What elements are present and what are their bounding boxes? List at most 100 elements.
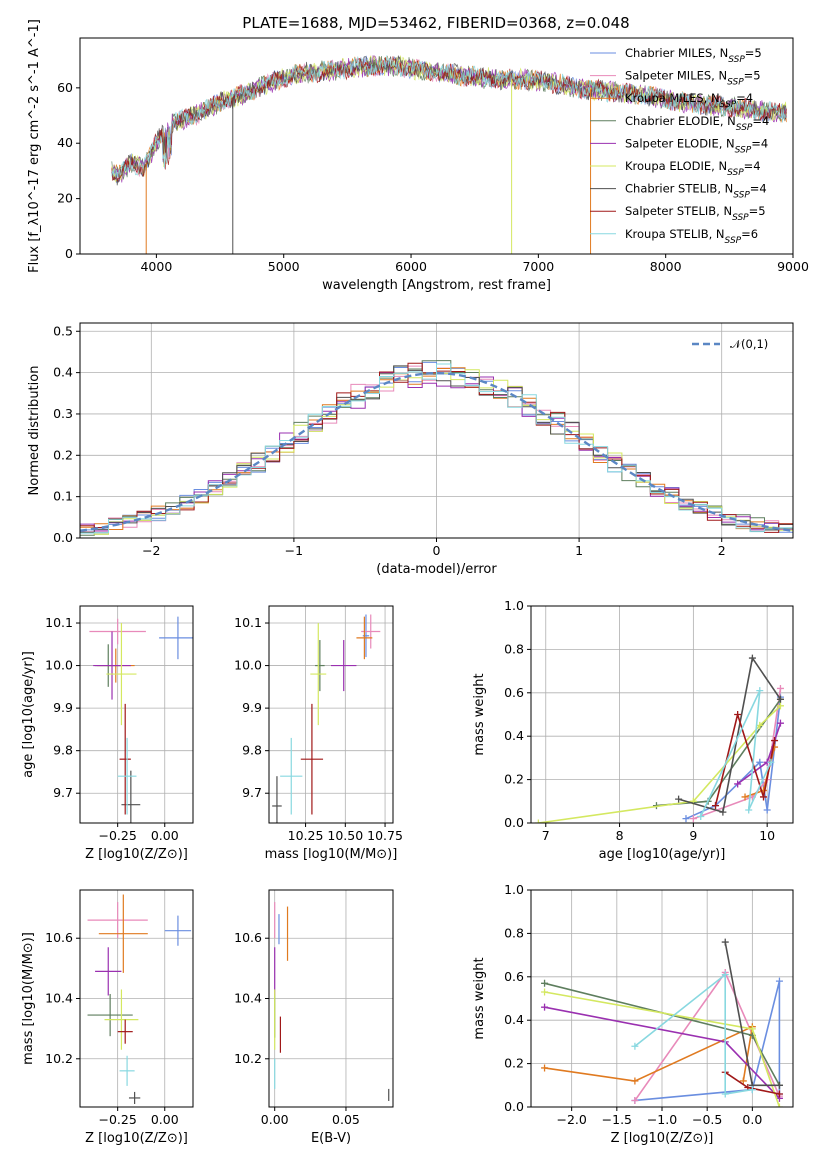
y-tick-label: 9.7	[53, 785, 73, 800]
x-tick-label: 0.00	[261, 1112, 289, 1127]
weight-marker	[541, 1003, 549, 1011]
panel-spectrum: 4000 5000 6000 7000 8000 9000 0 20 40 60 wavelengt…	[27, 19, 809, 293]
y-tick-label: 10.2	[45, 1051, 73, 1066]
errorbar-point	[87, 902, 148, 939]
plot-area	[89, 616, 193, 823]
axes-frame	[268, 605, 394, 824]
legend-entry: Salpeter MILES, NSSP=5	[625, 69, 761, 88]
y-tick-label: 0.5	[53, 323, 73, 338]
legend-entry: Salpeter STELIB, NSSP=5	[625, 204, 766, 223]
weight-marker	[721, 1090, 729, 1098]
figure-title: PLATE=1688, MJD=53462, FIBERID=0368, z=0…	[242, 14, 629, 32]
errorbar-point	[87, 993, 133, 1037]
weight-marker	[534, 819, 542, 823]
plot-area	[272, 614, 381, 823]
weight-line-0	[634, 980, 781, 1102]
x-tick-label: 0.05	[332, 1112, 360, 1127]
errorbar-point	[106, 623, 137, 726]
weight-marker	[776, 702, 784, 710]
weight-marker	[631, 1077, 639, 1085]
x-tick-label: 4000	[140, 259, 172, 274]
weight-marker	[745, 806, 753, 814]
x-tick-label: −1.5	[602, 1112, 632, 1127]
x-axis-label: E(B-V)	[311, 1131, 351, 1146]
x-tick-label: −0.25	[99, 1112, 137, 1127]
legend-entry: Kroupa STELIB, NSSP=6	[625, 227, 758, 246]
panel-mass-vs-EBV: 0.00 0.05 10.2 10.4 10.6 E(B-V)	[234, 889, 394, 1146]
weight-marker	[689, 815, 697, 823]
panel-age-vs-mass: 10.25 10.50 10.75 9.7 9.8 9.9 10.0 10.1 mass [lo…	[234, 605, 403, 862]
x-axis-label: Z [log10(Z/Z⊙)]	[611, 1131, 714, 1146]
errorbar-point	[272, 776, 282, 823]
plot-area	[534, 654, 784, 823]
weight-marker	[775, 1090, 783, 1098]
x-tick-label: −0.5	[692, 1112, 722, 1127]
y-tick-label: 0.2	[53, 447, 73, 462]
y-tick-label: 9.8	[242, 743, 262, 758]
weight-line-2	[544, 1025, 754, 1082]
x-tick-label: 7	[542, 828, 550, 843]
y-tick-label: 0.8	[504, 641, 524, 656]
y-tick-label: 9.7	[242, 785, 262, 800]
plot-area	[80, 360, 793, 536]
weight-marker	[756, 758, 764, 766]
errorbar-point	[104, 989, 139, 1050]
legend-entry: Kroupa ELODIE, NSSP=4	[625, 159, 761, 178]
y-axis-label: mass weight	[472, 957, 487, 1039]
weight-line-6	[678, 656, 782, 814]
panel-mass-weight-vs-Z: −2.0 −1.5 −1.0 −0.5 0.0 0.0 0.2 0.4 0.6 0.8 1.0 Z […	[472, 882, 794, 1146]
histogram-4	[80, 372, 793, 532]
errorbar-point	[362, 614, 370, 658]
y-tick-label: 10.1	[45, 615, 73, 630]
x-tick-label: 6000	[395, 259, 427, 274]
plot-area	[274, 902, 390, 1101]
panel-age-vs-Z: −0.25 0.00 9.7 9.8 9.9 10.0 10.1 Z [log10(Z/Z⊙)…	[21, 605, 194, 862]
weight-marker	[767, 758, 775, 766]
errorbar-point	[280, 737, 303, 815]
y-tick-label: 40	[57, 135, 73, 150]
errorbar-point	[89, 618, 146, 645]
x-tick-label: 10	[759, 828, 775, 843]
y-tick-label: 0.0	[504, 815, 524, 830]
y-axis-label: mass [log10(M/M⊙)]	[21, 932, 36, 1065]
weight-marker	[756, 687, 764, 695]
axes-frame	[530, 889, 794, 1108]
y-axis-label: Flux [f_λ10^-17 erg cm^-2 s^-1 A^-1]	[27, 19, 42, 273]
weight-marker	[541, 988, 549, 996]
y-tick-label: 0.2	[504, 1056, 524, 1071]
x-axis-label: (data-model)/error	[376, 562, 497, 577]
weight-marker	[776, 719, 784, 727]
weight-marker	[675, 795, 683, 803]
errorbar-point	[121, 770, 141, 823]
weight-marker	[631, 1042, 639, 1050]
x-axis-label: Z [log10(Z/Z⊙)]	[85, 1131, 188, 1146]
axes-frame	[530, 605, 794, 824]
y-tick-label: 9.8	[53, 743, 73, 758]
y-tick-label: 0.4	[504, 1012, 524, 1027]
errorbar-point	[119, 1055, 135, 1086]
errorbar-point	[93, 631, 131, 700]
weight-marker	[739, 1077, 747, 1085]
y-tick-label: 0.3	[53, 406, 73, 421]
x-tick-label: 10.50	[327, 828, 363, 843]
y-tick-label: 10.6	[45, 930, 73, 945]
y-tick-label: 0.0	[53, 530, 73, 545]
x-tick-label: 10.75	[367, 828, 403, 843]
y-tick-label: 10.4	[234, 991, 262, 1006]
weight-marker	[734, 780, 742, 788]
weight-marker	[541, 979, 549, 987]
x-tick-label: 8	[616, 828, 624, 843]
weight-marker	[682, 815, 690, 823]
weight-marker	[775, 1081, 783, 1089]
weight-marker	[756, 721, 764, 729]
weight-marker	[775, 977, 783, 985]
y-tick-label: 20	[57, 191, 73, 206]
errorbar-point	[98, 894, 148, 973]
normal-curve	[80, 371, 793, 532]
errorbar-point	[300, 703, 324, 815]
legend-entry: Chabrier MILES, NSSP=5	[625, 46, 762, 65]
y-axis-label: mass weight	[472, 673, 487, 755]
errorbar-point	[356, 616, 373, 660]
legend-entry: 𝒩(0,1)	[730, 337, 768, 351]
